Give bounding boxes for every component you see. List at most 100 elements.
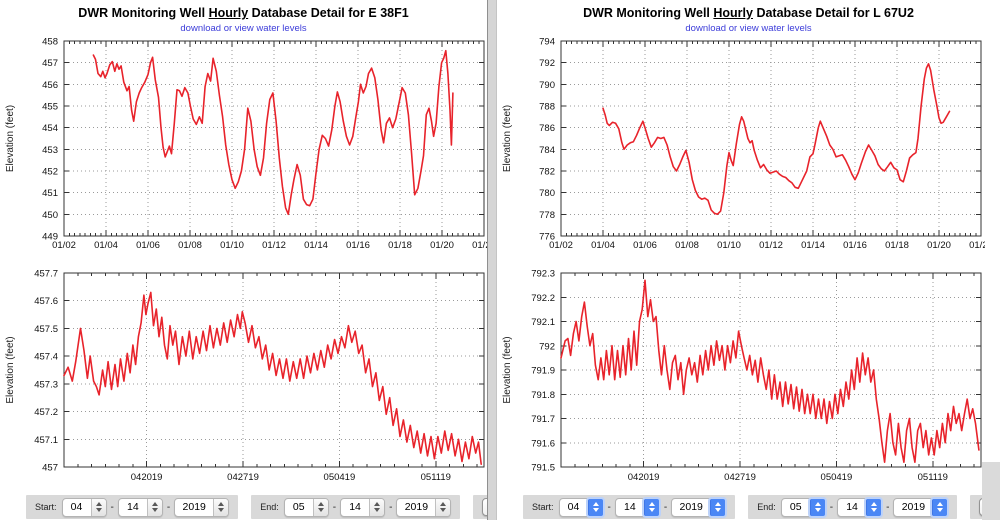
stepper-icon[interactable] (312, 498, 328, 516)
date-separator: - (166, 501, 171, 513)
window-divider (487, 0, 497, 520)
window-well-e38f1: DWR Monitoring Well Hourly Database Deta… (0, 0, 548, 520)
svg-text:451: 451 (42, 188, 58, 199)
date-separator: - (829, 501, 834, 513)
download-link[interactable]: download or view water levels (685, 23, 812, 34)
svg-text:050419: 050419 (324, 472, 356, 483)
start-month-value: 04 (70, 501, 83, 513)
end-year-select[interactable]: 2019 (396, 497, 452, 517)
svg-text:01/12: 01/12 (759, 240, 783, 251)
start-month-select[interactable]: 04 (61, 497, 107, 517)
end-month-select[interactable]: 05 (283, 497, 329, 517)
date-separator: - (663, 501, 668, 513)
end-day-select[interactable]: 14 (837, 497, 883, 517)
svg-text:791.6: 791.6 (531, 438, 555, 449)
date-separator: - (886, 501, 890, 513)
svg-text:01/04: 01/04 (94, 240, 118, 251)
svg-text:778: 778 (539, 210, 555, 221)
start-year-select[interactable]: 2019 (671, 497, 727, 517)
end-year-value: 2019 (404, 501, 429, 513)
stepper-icon[interactable] (146, 498, 162, 516)
start-date-group: Start: 04 - 14 - 2019 (523, 495, 736, 519)
svg-text:788: 788 (539, 102, 555, 113)
svg-text:01/08: 01/08 (675, 240, 699, 251)
stepper-icon[interactable] (809, 498, 825, 516)
svg-text:454: 454 (42, 123, 58, 134)
date-separator: - (332, 501, 337, 513)
end-label: End: (260, 502, 279, 512)
svg-text:453: 453 (42, 145, 58, 156)
stepper-icon[interactable] (866, 498, 882, 516)
svg-text:01/18: 01/18 (388, 240, 412, 251)
stepper-icon[interactable] (90, 498, 106, 516)
svg-text:792: 792 (539, 58, 555, 69)
svg-text:457.6: 457.6 (34, 296, 58, 307)
svg-text:Elevation (feet): Elevation (feet) (5, 336, 16, 403)
svg-text:792: 792 (539, 341, 555, 352)
svg-text:01/10: 01/10 (717, 240, 741, 251)
start-day-select[interactable]: 14 (117, 497, 163, 517)
start-day-select[interactable]: 14 (614, 497, 660, 517)
svg-text:Elevation (feet): Elevation (feet) (5, 105, 16, 172)
date-separator: - (389, 501, 393, 513)
page-header: DWR Monitoring Well Hourly Database Deta… (497, 0, 1000, 36)
svg-text:01/20: 01/20 (430, 240, 454, 251)
chart-l67u2-overview: 776 778 780 782 784 786 788 790 792 794 01/02 01/04… (497, 36, 1000, 257)
window-well-l67u2: DWR Monitoring Well Hourly Database Deta… (497, 0, 1000, 520)
download-link[interactable]: download or view water levels (180, 23, 307, 34)
end-year-select[interactable]: 2019 (893, 497, 949, 517)
svg-text:01/08: 01/08 (178, 240, 202, 251)
stepper-icon[interactable] (435, 498, 451, 516)
svg-text:042719: 042719 (724, 472, 756, 483)
start-month-select[interactable]: 04 (558, 497, 604, 517)
end-year-value: 2019 (901, 501, 926, 513)
svg-text:01/04: 01/04 (591, 240, 615, 251)
svg-text:457.2: 457.2 (34, 407, 58, 418)
svg-text:792.2: 792.2 (531, 293, 555, 304)
svg-text:Elevation (feet): Elevation (feet) (502, 336, 513, 403)
svg-text:051119: 051119 (918, 472, 948, 483)
end-day-value: 14 (349, 501, 361, 513)
svg-text:457.5: 457.5 (34, 324, 58, 335)
date-form: Start: 04 - 14 - 2019 End: 05 - 14 - 201… (26, 495, 548, 519)
stepper-icon[interactable] (587, 498, 603, 516)
stepper-icon[interactable] (932, 498, 948, 516)
svg-text:794: 794 (539, 37, 555, 48)
svg-text:01/18: 01/18 (885, 240, 909, 251)
stepper-icon[interactable] (643, 498, 659, 516)
start-year-value: 2019 (679, 501, 703, 513)
start-day-value: 14 (127, 501, 139, 513)
end-label: End: (757, 502, 776, 512)
svg-text:780: 780 (539, 188, 555, 199)
svg-text:792.1: 792.1 (531, 317, 555, 328)
chart-l67u2-detail: 791.5 791.6 791.7 791.8 791.9 792 792.1 792.2 79… (497, 257, 1000, 490)
svg-text:01/06: 01/06 (136, 240, 160, 251)
svg-text:01/16: 01/16 (843, 240, 867, 251)
start-year-select[interactable]: 2019 (174, 497, 230, 517)
start-label: Start: (35, 502, 57, 512)
svg-text:01/16: 01/16 (346, 240, 370, 251)
svg-text:01/10: 01/10 (220, 240, 244, 251)
end-day-select[interactable]: 14 (340, 497, 386, 517)
svg-text:457.1: 457.1 (34, 435, 58, 446)
svg-text:01/14: 01/14 (801, 240, 825, 251)
title-text: DWR Monitoring Well (583, 6, 714, 20)
svg-text:791.9: 791.9 (531, 366, 555, 377)
date-separator: - (607, 501, 611, 513)
svg-text:457.7: 457.7 (34, 269, 58, 280)
stepper-icon[interactable] (213, 498, 229, 516)
stepper-icon[interactable] (369, 498, 385, 516)
svg-text:457.3: 457.3 (34, 379, 58, 390)
svg-text:457.4: 457.4 (34, 352, 58, 363)
svg-text:042719: 042719 (227, 472, 259, 483)
stepper-icon[interactable] (710, 498, 726, 516)
svg-text:01/02: 01/02 (549, 240, 573, 251)
end-month-select[interactable]: 05 (780, 497, 826, 517)
chart-e38f1-detail: 457 457.1 457.2 457.3 457.4 457.5 457.6 457.7 04… (0, 257, 487, 490)
svg-text:01/12: 01/12 (262, 240, 286, 251)
svg-text:782: 782 (539, 167, 555, 178)
title-hourly: Hourly (208, 6, 249, 20)
date-form: Start: 04 - 14 - 2019 End: 05 - 14 - 201… (523, 495, 1000, 519)
svg-text:792.3: 792.3 (531, 269, 555, 280)
